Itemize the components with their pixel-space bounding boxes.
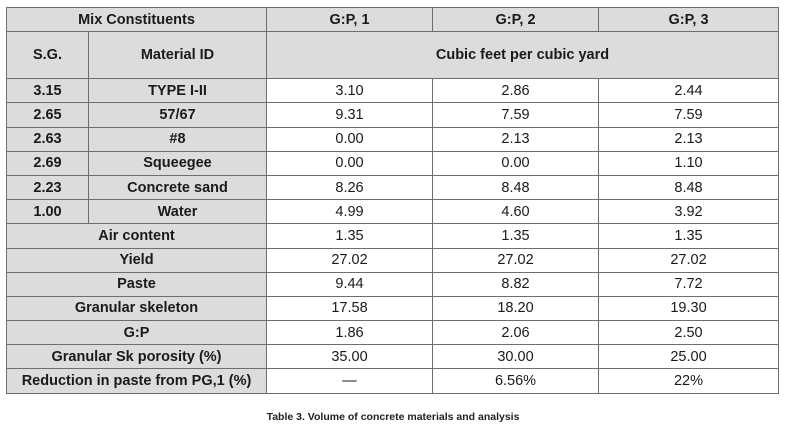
value-cell: — xyxy=(266,368,433,394)
table-caption: Table 3. Volume of concrete materials an… xyxy=(266,411,520,423)
summary-label-cell: Air content xyxy=(6,223,267,249)
value-cell: 27.02 xyxy=(432,247,599,273)
summary-label-cell: Granular Sk porosity (%) xyxy=(6,344,267,370)
value-cell: 2.44 xyxy=(598,78,779,104)
summary-label-cell: G:P xyxy=(6,320,267,346)
value-cell: 7.72 xyxy=(598,271,779,297)
value-cell: 1.86 xyxy=(266,320,433,346)
value-cell: 1.10 xyxy=(598,150,779,176)
summary-label-cell: Yield xyxy=(6,247,267,273)
value-cell: 35.00 xyxy=(266,344,433,370)
col-header-gp1: G:P, 1 xyxy=(266,6,433,33)
value-cell: 1.35 xyxy=(432,223,599,249)
col-header-gp2: G:P, 2 xyxy=(432,6,599,33)
value-cell: 8.26 xyxy=(266,174,433,201)
summary-label-cell: Paste xyxy=(6,271,267,297)
value-cell: 4.60 xyxy=(432,199,599,225)
table-row: Granular skeleton 17.58 18.20 19.30 xyxy=(6,295,779,322)
sg-cell: 2.65 xyxy=(6,102,89,128)
col-header-gp3: G:P, 3 xyxy=(598,6,779,33)
value-cell: 19.30 xyxy=(598,295,779,322)
table-row: 2.63 #8 0.00 2.13 2.13 xyxy=(6,126,779,152)
summary-label-cell: Reduction in paste from PG,1 (%) xyxy=(6,368,267,394)
value-cell: 9.44 xyxy=(266,271,433,297)
material-cell: Concrete sand xyxy=(88,174,267,201)
value-cell: 0.00 xyxy=(266,126,433,152)
value-cell: 3.92 xyxy=(598,199,779,225)
value-cell: 4.99 xyxy=(266,199,433,225)
material-cell: TYPE I-II xyxy=(88,78,267,104)
value-cell: 8.82 xyxy=(432,271,599,297)
table-row: 2.23 Concrete sand 8.26 8.48 8.48 xyxy=(6,174,779,201)
value-cell: 18.20 xyxy=(432,295,599,322)
mix-table: Mix Constituents G:P, 1 G:P, 2 G:P, 3 Cu… xyxy=(6,6,779,394)
header-row-3: S.G. Material ID xyxy=(6,31,779,80)
sg-cell: 2.23 xyxy=(6,174,89,201)
value-cell: 27.02 xyxy=(598,247,779,273)
value-cell: 9.31 xyxy=(266,102,433,128)
table-row: 2.69 Squeegee 0.00 0.00 1.10 xyxy=(6,150,779,176)
value-cell: 2.13 xyxy=(432,126,599,152)
value-cell: 2.06 xyxy=(432,320,599,346)
mix-constituents-header: Mix Constituents xyxy=(6,6,267,33)
sg-cell: 3.15 xyxy=(6,78,89,104)
table-row: 3.15 TYPE I-II 3.10 2.86 2.44 xyxy=(6,78,779,104)
material-cell: Squeegee xyxy=(88,150,267,176)
value-cell: 8.48 xyxy=(432,174,599,201)
value-cell: 17.58 xyxy=(266,295,433,322)
table-row: Yield 27.02 27.02 27.02 xyxy=(6,247,779,273)
table-row: Air content 1.35 1.35 1.35 xyxy=(6,223,779,249)
value-cell: 6.56% xyxy=(432,368,599,394)
material-id-header: Material ID xyxy=(88,31,267,80)
value-cell: 0.00 xyxy=(266,150,433,176)
sg-cell: 2.69 xyxy=(6,150,89,176)
value-cell: 2.86 xyxy=(432,78,599,104)
value-cell: 3.10 xyxy=(266,78,433,104)
table-row: 1.00 Water 4.99 4.60 3.92 xyxy=(6,199,779,225)
sg-cell: 1.00 xyxy=(6,199,89,225)
header-row-1: Mix Constituents G:P, 1 G:P, 2 G:P, 3 xyxy=(6,6,779,33)
value-cell: 1.35 xyxy=(598,223,779,249)
value-cell: 22% xyxy=(598,368,779,394)
value-cell: 30.00 xyxy=(432,344,599,370)
value-cell: 25.00 xyxy=(598,344,779,370)
sg-header: S.G. xyxy=(6,31,89,80)
value-cell: 0.00 xyxy=(432,150,599,176)
value-cell: 2.50 xyxy=(598,320,779,346)
value-cell: 7.59 xyxy=(598,102,779,128)
table-row: G:P 1.86 2.06 2.50 xyxy=(6,320,779,346)
value-cell: 2.13 xyxy=(598,126,779,152)
table-row: Reduction in paste from PG,1 (%) —6.56% 22… xyxy=(6,368,779,394)
table-row: 2.65 57/67 9.31 7.59 7.59 xyxy=(6,102,779,128)
value-cell: 1.35 xyxy=(266,223,433,249)
summary-label-cell: Granular skeleton xyxy=(6,295,267,322)
value-cell: 8.48 xyxy=(598,174,779,201)
table-row: Paste 9.44 8.82 7.72 xyxy=(6,271,779,297)
value-cell: 7.59 xyxy=(432,102,599,128)
value-cell: 27.02 xyxy=(266,247,433,273)
units-header: Cubic feet per cubic yard xyxy=(266,31,779,80)
sg-cell: 2.63 xyxy=(6,126,89,152)
material-cell: 57/67 xyxy=(88,102,267,128)
table-row: Granular Sk porosity (%) 35.00 30.00 25.00 xyxy=(6,344,779,370)
material-cell: #8 xyxy=(88,126,267,152)
material-cell: Water xyxy=(88,199,267,225)
